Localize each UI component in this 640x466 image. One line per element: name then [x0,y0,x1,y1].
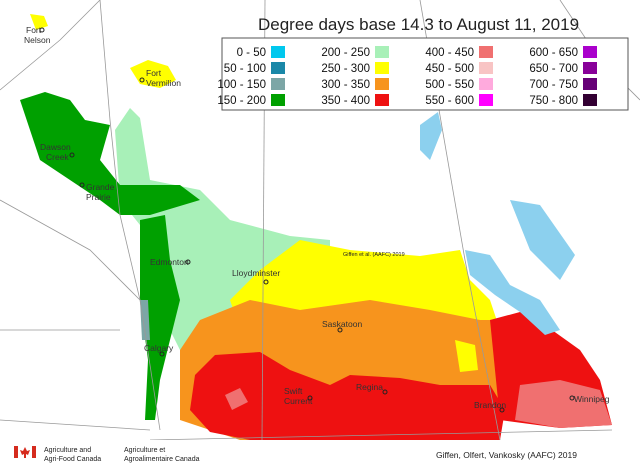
legend-swatch [375,94,389,106]
legend-swatch [375,62,389,74]
city-label: Prairie [86,192,111,202]
map-title: Degree days base 14.3 to August 11, 2019 [258,15,579,34]
zone [20,92,200,215]
city-label: Lloydminster [232,268,280,278]
legend-label: 450 - 500 [425,63,474,75]
city-marker [337,327,343,333]
zone [140,215,180,420]
legend-label: 100 - 150 [217,79,266,91]
city-label: Creek [46,152,69,162]
city-marker [307,395,313,401]
city-label: Grande [86,182,115,192]
boundary [149,429,613,441]
legend-swatch [375,46,389,58]
city-label: Swift [284,386,303,396]
city-label: Fort [26,25,42,35]
city-label: Calgary [144,343,174,353]
legend-swatch [271,62,285,74]
zone [455,340,478,372]
legend-swatch [479,78,493,90]
zone [30,14,48,30]
zone [140,300,150,340]
city-marker [39,27,45,33]
city-marker [499,407,505,413]
city-label: Fort [146,68,162,78]
city-marker [139,77,145,83]
lake [465,250,560,335]
legend-label: 400 - 450 [425,47,474,59]
legend-label: 250 - 300 [321,63,370,75]
zones [20,14,612,440]
city-marker [69,152,75,158]
legend-label: 0 - 50 [237,47,266,59]
legend-swatch [271,46,285,58]
legend-label: 150 - 200 [217,95,266,107]
city-label: Edmonton [150,257,189,267]
legend-swatch [271,94,285,106]
boundary [99,0,161,431]
lake [420,112,442,160]
legend-label: 600 - 650 [529,47,578,59]
legend-swatch [271,78,285,90]
cities: Fort Nelson Fort Vermilion Dawson Creek … [24,25,610,413]
legend-swatch [375,78,389,90]
city-label: Saskatoon [322,319,362,329]
legend-swatch [479,46,493,58]
city-label: Dawson [40,142,71,152]
boundary [0,0,101,91]
lake [510,200,575,280]
agency-fr: Agroalimentaire Canada [124,456,200,463]
credit: Giffen, Olfert, Vankosky (AAFC) 2019 [436,450,577,460]
legend-label: 300 - 350 [321,79,370,91]
city-label: Vermilion [146,78,181,88]
city-marker [185,259,191,265]
legend-label: 700 - 750 [529,79,578,91]
city-marker [263,279,269,285]
legend: 0 - 50 50 - 100 100 - 150 150 - 200 200 - 25… [217,46,597,107]
city-marker [569,395,575,401]
zone [515,380,612,428]
city-label: Nelson [24,35,51,45]
legend-swatch [479,62,493,74]
zone [225,388,248,410]
city-label: Winnipeg [574,394,610,404]
city-marker [382,389,388,395]
zone [130,60,176,88]
legend-label: 650 - 700 [529,63,578,75]
legend-label: 750 - 800 [529,95,578,107]
zone [190,352,505,440]
legend-swatch [583,46,597,58]
city-marker [159,351,165,357]
legend-box [221,37,629,111]
footer-band [0,440,640,466]
legend-label: 200 - 250 [321,47,370,59]
legend-swatch [583,94,597,106]
agency-en: Agriculture and [44,447,91,454]
legend-label: 350 - 400 [321,95,370,107]
boundary [0,199,151,431]
watermark: Giffen et al. (AAFC) 2019 [343,252,405,258]
city-label: Regina [356,382,383,392]
legend-label: 50 - 100 [224,63,266,75]
legend-swatch [583,62,597,74]
agency-en: Agri-Food Canada [44,456,101,463]
city-marker [79,182,85,188]
agency-fr: Agriculture et [124,447,165,454]
canada-flag [14,446,36,458]
city-label: Current [284,396,313,406]
legend-label: 500 - 550 [425,79,474,91]
legend-swatch [479,94,493,106]
city-label: Brandon [474,400,506,410]
legend-label: 550 - 600 [425,95,474,107]
legend-swatch [583,78,597,90]
